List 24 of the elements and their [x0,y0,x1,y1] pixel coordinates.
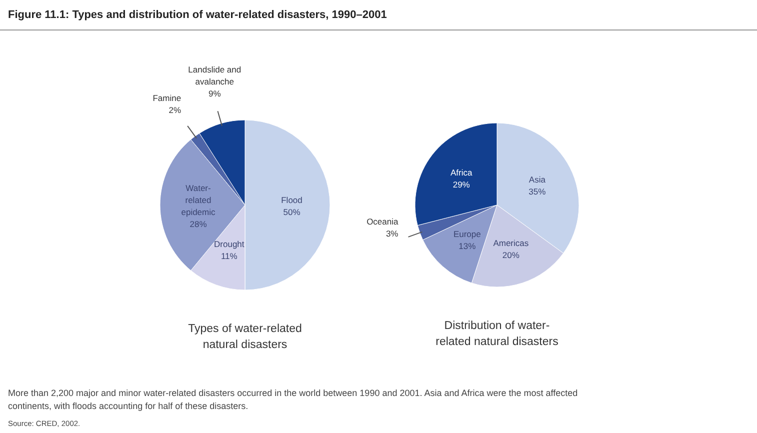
slice-label: Famine [152,92,182,103]
slice-label: Flood [281,195,303,205]
text: Types of water-related natural disasters [188,323,302,351]
slice-label: Europe [453,228,482,239]
data-label: 13% [458,240,476,251]
data-label: 35% [528,186,546,197]
data-label: 11% [220,250,238,261]
slice-label: Africa [450,167,472,178]
data-label: 29% [452,179,470,190]
slice-label: Oceania [366,216,399,227]
slice-label: Americas [493,238,529,248]
slice-label: Landslide and avalanche [188,64,242,87]
slice-label: Drought [214,238,245,249]
data-label: 9% [208,88,222,99]
text: Distribution of water-related natural disasters [436,320,559,348]
slice-label: Asia [528,174,546,185]
data-label: 50% [283,207,301,217]
data-label: 28% [190,219,208,229]
data-label: 20% [502,250,520,260]
text: More than 2,200 major and minor water-related disasters occurred in the world between 1990 and 2001. Asia and Africa were the most affected continents, with floods accounting for half of these disasters. [8,388,578,411]
data-label: 3% [386,228,399,239]
caption: Figure 11.1: Types and distribution of water-related disasters, 1990–2001 [8,9,387,21]
data-label: 2% [168,104,182,115]
slice-label: Water-related epidemic [181,183,216,217]
